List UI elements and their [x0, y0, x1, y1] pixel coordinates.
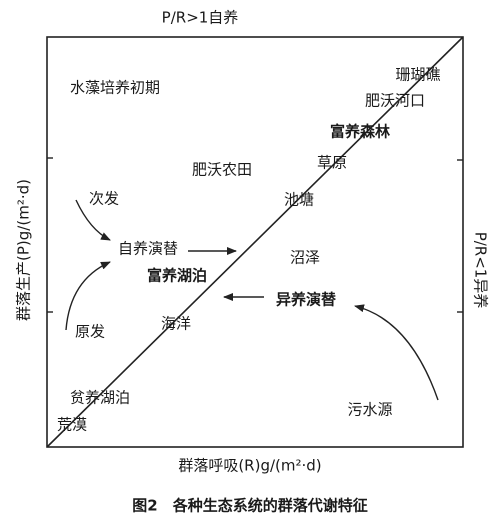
label: 自养演替 [118, 240, 178, 258]
label: 草原 [317, 154, 347, 172]
label: 肥沃河口 [365, 92, 425, 110]
arrow [65, 261, 111, 331]
arrow [75, 199, 111, 241]
x-axis-label: 群落呼吸(R)g/(m²·d) [178, 457, 321, 475]
label: 沼泽 [290, 249, 320, 267]
label: 池塘 [284, 191, 314, 209]
label: 珊瑚礁 [395, 66, 440, 84]
label: 水藻培养初期 [70, 79, 160, 97]
label: 污水源 [347, 401, 392, 419]
label: 原发 [75, 323, 105, 341]
label: 荒漠 [57, 416, 87, 434]
frame [46, 36, 464, 448]
label: 贫养湖泊 [70, 389, 130, 407]
label: 肥沃农田 [192, 161, 252, 179]
diagonal [46, 36, 464, 448]
label: 次发 [89, 190, 119, 208]
caption: 图2 各种生态系统的群落代谢特征 [132, 497, 367, 515]
right-label: P/R<1异养 [472, 232, 490, 309]
label: 异养演替 [276, 291, 337, 309]
top-label: P/R>1自养 [162, 9, 239, 27]
arrow [354, 304, 439, 401]
y-axis-label: 群落生产(P)g/(m²·d) [15, 179, 33, 321]
ticks [47, 157, 463, 313]
label: 富养湖泊 [147, 267, 207, 285]
label: 富养森林 [330, 123, 391, 141]
label: 海洋 [161, 315, 191, 333]
